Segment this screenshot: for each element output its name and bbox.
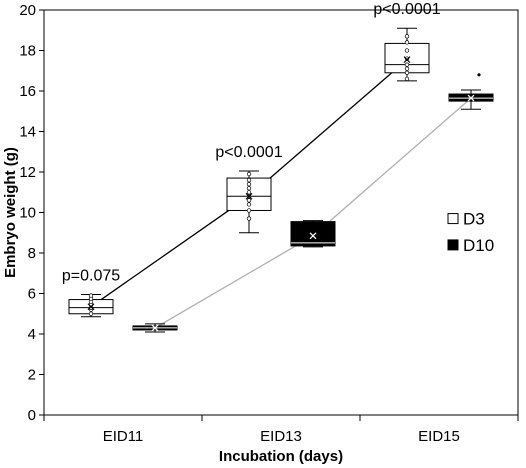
data-point bbox=[404, 76, 410, 81]
y-tick-label: 0 bbox=[28, 407, 36, 424]
mean-marker bbox=[151, 324, 159, 332]
y-tick-label: 14 bbox=[19, 124, 36, 141]
data-point bbox=[404, 66, 410, 71]
data-point bbox=[404, 40, 410, 45]
data-point bbox=[246, 216, 252, 221]
y-tick-label: 4 bbox=[28, 326, 36, 343]
data-point bbox=[246, 208, 252, 213]
data-point bbox=[246, 171, 252, 177]
mean-marker bbox=[87, 303, 95, 311]
y-tick-label: 16 bbox=[19, 83, 36, 100]
y-tick-label: 18 bbox=[19, 43, 36, 60]
data-point bbox=[246, 198, 252, 203]
mean-marker bbox=[245, 192, 253, 200]
plot-frame bbox=[43, 9, 519, 416]
y-tick-label: 20 bbox=[19, 2, 36, 19]
mean-line-d10 bbox=[154, 97, 472, 329]
data-point bbox=[404, 62, 410, 67]
y-axis-title: Embryo weight (g) bbox=[2, 147, 19, 278]
data-point bbox=[404, 70, 410, 75]
box-body bbox=[290, 221, 336, 247]
outlier-point bbox=[477, 73, 481, 77]
legend-swatch-d3 bbox=[447, 213, 459, 225]
box-d10-eid15 bbox=[448, 73, 494, 110]
data-point bbox=[404, 34, 410, 39]
data-point bbox=[88, 293, 94, 298]
y-tick-label: 6 bbox=[28, 286, 36, 303]
y-tick-label: 10 bbox=[19, 205, 36, 222]
data-point bbox=[88, 311, 94, 316]
legend-label-d3: D3 bbox=[463, 210, 485, 229]
x-axis-title: Incubation (days) bbox=[219, 448, 343, 465]
box-d3-eid13 bbox=[226, 170, 272, 234]
p-value-label: p<0.0001 bbox=[215, 144, 282, 161]
box-d10-eid11 bbox=[132, 323, 178, 333]
y-tick-label: 2 bbox=[28, 367, 36, 384]
mean-marker bbox=[309, 232, 317, 240]
x-tick-label: EID11 bbox=[103, 428, 144, 445]
box-d10-eid13 bbox=[290, 220, 336, 248]
mean-marker bbox=[467, 94, 475, 102]
data-point bbox=[246, 181, 252, 187]
legend-label-d10: D10 bbox=[463, 236, 494, 255]
data-point bbox=[246, 186, 252, 191]
legend-swatch-d10 bbox=[447, 239, 459, 251]
x-tick-label: EID13 bbox=[260, 428, 302, 445]
box-d3-eid15 bbox=[384, 27, 430, 82]
mean-marker bbox=[403, 56, 411, 64]
x-tick-label: EID15 bbox=[418, 428, 460, 445]
p-value-label: p<0.0001 bbox=[373, 1, 440, 18]
data-point bbox=[246, 202, 252, 207]
y-tick-label: 8 bbox=[28, 245, 36, 262]
p-value-label: p=0.075 bbox=[62, 268, 120, 285]
data-point bbox=[404, 48, 410, 53]
y-tick-label: 12 bbox=[19, 164, 36, 181]
data-point bbox=[246, 190, 252, 195]
data-point bbox=[246, 177, 252, 183]
box-d3-eid11 bbox=[68, 293, 114, 318]
